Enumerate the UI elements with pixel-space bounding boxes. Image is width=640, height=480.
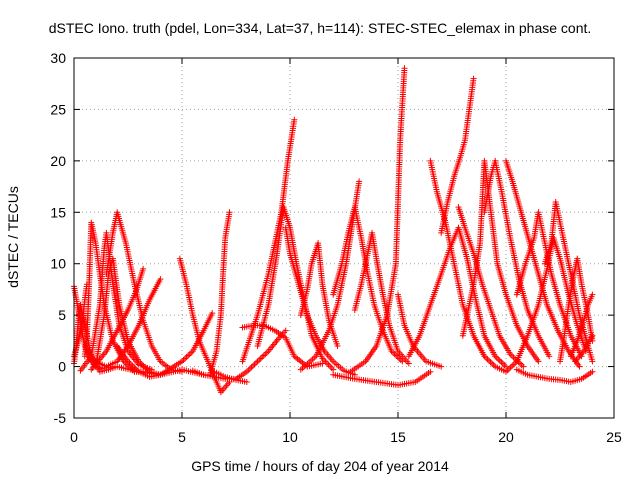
data-point — [183, 354, 190, 361]
x-axis-label: GPS time / hours of day 204 of year 2014 — [191, 458, 449, 474]
series-10 — [176, 255, 233, 396]
data-point — [185, 352, 192, 359]
series-37 — [567, 291, 596, 360]
data-point — [356, 178, 363, 185]
series-20 — [330, 204, 406, 365]
data-point — [243, 379, 250, 385]
data-point — [249, 362, 256, 369]
data-point — [391, 351, 398, 358]
data-point — [128, 361, 135, 368]
data-point — [509, 362, 516, 369]
series-28 — [455, 204, 527, 370]
series-23 — [330, 368, 434, 389]
data-point — [260, 352, 267, 359]
data-point — [504, 367, 511, 374]
data-point — [253, 359, 260, 366]
data-point — [489, 360, 496, 367]
data-point — [256, 356, 263, 363]
data-point — [330, 366, 337, 373]
data-point — [589, 291, 596, 298]
data-point — [226, 209, 233, 216]
data-point — [535, 358, 542, 365]
data-point — [245, 367, 252, 374]
data-point — [251, 361, 258, 368]
chart-title: dSTEC Iono. truth (pdel, Lon=334, Lat=37… — [48, 20, 592, 36]
series-11 — [207, 209, 233, 378]
x-tick-label: 20 — [498, 429, 514, 445]
data-point — [259, 354, 266, 361]
series-38 — [572, 332, 596, 365]
data-point — [401, 65, 408, 72]
data-point — [487, 359, 494, 366]
data-points — [71, 65, 596, 396]
data-point — [179, 368, 185, 375]
data-point — [263, 349, 270, 356]
plot-frame — [73, 57, 615, 419]
series-9 — [114, 310, 216, 380]
x-tick-label: 5 — [178, 429, 186, 445]
data-point — [496, 357, 503, 364]
data-point — [157, 276, 164, 283]
data-point — [334, 343, 341, 349]
y-tick-label: 5 — [58, 307, 66, 323]
y-tick-label: -5 — [54, 410, 67, 426]
series-15 — [239, 116, 298, 365]
data-point — [546, 353, 553, 360]
data-point — [501, 362, 508, 369]
y-tick-label: 30 — [50, 50, 66, 66]
series-13 — [211, 368, 250, 385]
y-tick-label: 0 — [58, 359, 66, 375]
series-36 — [513, 366, 596, 385]
data-point — [576, 363, 583, 370]
series-21 — [351, 229, 412, 367]
series-22 — [347, 65, 408, 375]
x-tick-label: 15 — [390, 429, 406, 445]
data-point — [589, 332, 596, 339]
data-point — [257, 355, 264, 362]
y-tick-label: 20 — [50, 153, 66, 169]
data-point — [486, 357, 493, 364]
data-point — [262, 351, 269, 358]
series-26 — [427, 157, 509, 375]
data-point — [503, 363, 509, 370]
data-point — [282, 327, 289, 334]
data-point — [484, 356, 491, 363]
series-7 — [81, 276, 164, 370]
y-tick-label: 25 — [50, 101, 66, 117]
x-tick-label: 0 — [70, 429, 78, 445]
x-tick-label: 10 — [282, 429, 298, 445]
series-8 — [88, 265, 147, 373]
series-24 — [395, 291, 445, 370]
data-point — [182, 355, 189, 362]
series-27 — [438, 75, 477, 236]
data-point — [507, 364, 514, 371]
data-point — [126, 359, 133, 366]
data-point — [438, 363, 445, 370]
series-6 — [103, 209, 185, 375]
data-point — [140, 265, 147, 272]
data-point — [405, 360, 412, 367]
data-point — [209, 310, 216, 317]
data-point — [186, 351, 193, 358]
data-point — [470, 75, 477, 82]
data-point — [246, 365, 253, 372]
data-point — [248, 364, 255, 371]
x-tick-label: 25 — [606, 429, 622, 445]
data-point — [499, 360, 506, 367]
y-tick-label: 15 — [50, 204, 66, 220]
series-31 — [503, 157, 583, 370]
data-point — [589, 368, 596, 375]
data-point — [495, 356, 502, 363]
data-point — [498, 359, 505, 366]
data-point — [291, 116, 298, 123]
data-point — [254, 358, 261, 365]
data-point — [589, 358, 596, 365]
data-point — [520, 363, 527, 370]
data-point — [427, 368, 434, 375]
series-18 — [297, 240, 341, 349]
y-tick-label: 10 — [50, 256, 66, 272]
